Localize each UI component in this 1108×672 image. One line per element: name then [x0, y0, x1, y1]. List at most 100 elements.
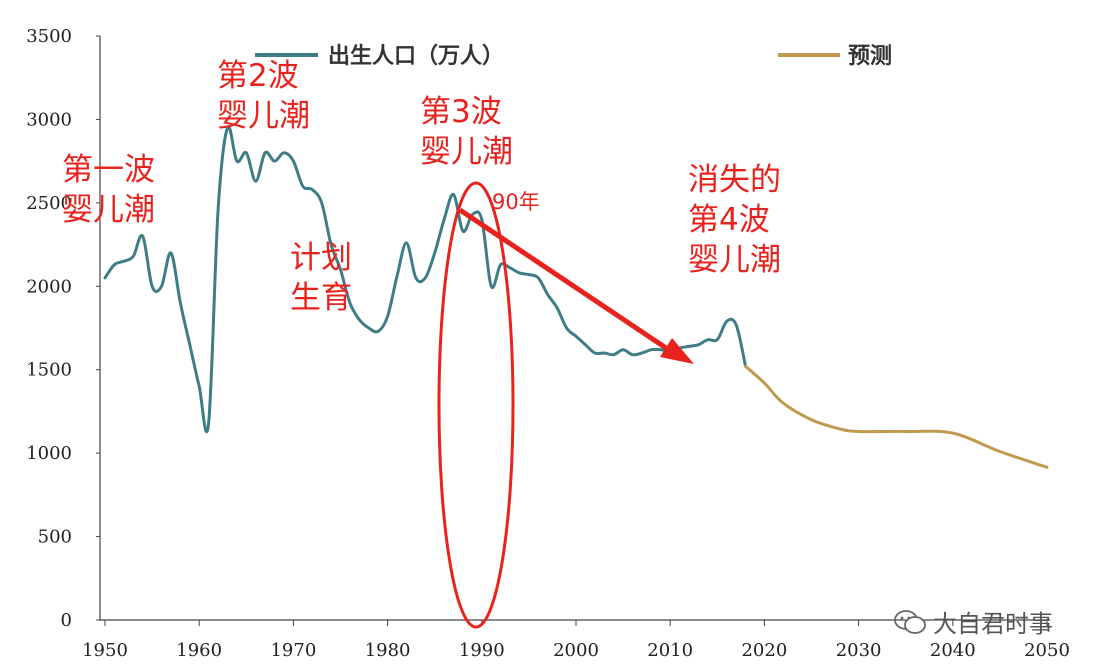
- data-point-births: [725, 320, 728, 323]
- data-point-births: [452, 193, 455, 196]
- data-point-births: [339, 268, 342, 271]
- data-point-births: [490, 285, 493, 288]
- data-point-births: [132, 255, 135, 258]
- watermark: 大自君时事: [893, 604, 1053, 639]
- x-tick-label: 1990: [459, 640, 505, 661]
- data-point-births: [584, 343, 587, 346]
- data-point-forecast: [904, 430, 907, 433]
- x-tick-label: 1950: [82, 640, 128, 661]
- data-point-births: [650, 348, 653, 351]
- legend: 出生人口（万人） 预测: [255, 44, 892, 69]
- data-point-births: [574, 335, 578, 338]
- data-point-births: [395, 275, 399, 278]
- data-point-births: [442, 218, 446, 221]
- data-point-births: [508, 266, 512, 270]
- data-point-births: [348, 301, 352, 305]
- x-tick-label: 1980: [365, 640, 411, 661]
- y-tick-label: 3500: [26, 26, 72, 47]
- data-point-births: [301, 185, 304, 188]
- y-tick-label: 1500: [26, 360, 72, 381]
- data-point-births: [687, 345, 691, 348]
- data-point-births: [198, 385, 201, 388]
- data-point-births: [461, 230, 465, 233]
- data-point-births: [216, 210, 220, 213]
- data-point-forecast: [838, 427, 841, 431]
- data-point-births: [367, 326, 370, 330]
- highlight-ellipse-1990: [437, 181, 515, 629]
- data-point-forecast: [782, 401, 785, 405]
- data-point-births: [659, 348, 662, 351]
- data-point-births: [565, 326, 568, 330]
- data-point-births: [311, 188, 314, 191]
- x-tick-label: 2000: [553, 640, 599, 661]
- y-tick-label: 2500: [26, 193, 72, 214]
- data-point-births: [706, 338, 710, 341]
- data-point-forecast: [1045, 466, 1049, 469]
- data-point-forecast: [763, 381, 766, 385]
- data-point-births: [716, 338, 719, 341]
- series-line-forecast: [744, 364, 1049, 469]
- data-point-births: [405, 241, 408, 245]
- data-point-births: [697, 343, 700, 346]
- data-point-births: [480, 218, 483, 221]
- series-line-births: [103, 125, 748, 434]
- data-point-births: [141, 235, 144, 238]
- data-point-forecast: [744, 365, 747, 368]
- data-point-births: [546, 293, 549, 296]
- data-point-births: [226, 126, 229, 129]
- data-point-births: [113, 263, 116, 266]
- data-point-births: [292, 159, 295, 163]
- data-point-births: [640, 351, 644, 355]
- x-tick-label: 2020: [741, 640, 787, 661]
- data-point-forecast: [998, 450, 1002, 453]
- data-point-births: [320, 201, 323, 205]
- data-point-births: [734, 323, 738, 326]
- data-point-births: [282, 151, 286, 154]
- data-point-births: [103, 276, 107, 280]
- y-tick-label: 2000: [26, 276, 72, 297]
- x-tick-label: 1960: [176, 640, 222, 661]
- annotation-lost-fourth-baby-boom: 消失的 第4波 婴儿潮: [688, 162, 781, 278]
- annotation-third-baby-boom: 第3波 婴儿潮: [420, 94, 513, 170]
- data-point-births: [433, 251, 436, 255]
- annotation-family-planning: 计划 生育: [290, 240, 352, 316]
- annotation-nineties: 90年: [492, 190, 540, 214]
- legend-label-births: 出生人口（万人）: [328, 44, 504, 69]
- data-point-births: [603, 351, 606, 355]
- data-point-births: [235, 159, 239, 163]
- data-point-forecast: [951, 431, 954, 435]
- data-point-births: [386, 315, 389, 318]
- data-point-births: [358, 318, 361, 321]
- annotation-second-baby-boom: 第2波 婴儿潮: [217, 58, 310, 134]
- data-point-births: [188, 343, 191, 346]
- data-point-births: [254, 180, 257, 183]
- data-point-births: [499, 263, 502, 266]
- data-point-births: [518, 271, 521, 275]
- data-point-births: [160, 285, 163, 288]
- x-tick-label: 2030: [836, 640, 882, 661]
- data-point-births: [631, 353, 634, 356]
- data-point-births: [621, 348, 625, 351]
- x-tick-label: 2010: [647, 640, 693, 661]
- y-tick-label: 0: [61, 610, 72, 631]
- x-tick-label: 2050: [1024, 640, 1070, 661]
- annotation-first-baby-boom: 第一波 婴儿潮: [62, 152, 155, 228]
- decline-arrow-head: [660, 338, 694, 364]
- x-tick-label: 2040: [930, 640, 976, 661]
- data-point-births: [329, 243, 333, 246]
- y-tick-label: 500: [38, 527, 72, 548]
- data-point-births: [537, 276, 540, 280]
- data-point-births: [122, 260, 126, 263]
- data-point-births: [169, 251, 173, 255]
- data-point-births: [150, 285, 154, 288]
- x-tick-label: 1970: [270, 640, 316, 661]
- data-point-births: [424, 276, 427, 280]
- data-point-births: [612, 353, 615, 356]
- data-point-births: [527, 273, 531, 276]
- data-point-births: [273, 159, 276, 163]
- wechat-icon: [894, 609, 926, 634]
- data-point-births: [207, 421, 210, 425]
- data-point-births: [245, 151, 248, 154]
- data-point-births: [414, 276, 418, 280]
